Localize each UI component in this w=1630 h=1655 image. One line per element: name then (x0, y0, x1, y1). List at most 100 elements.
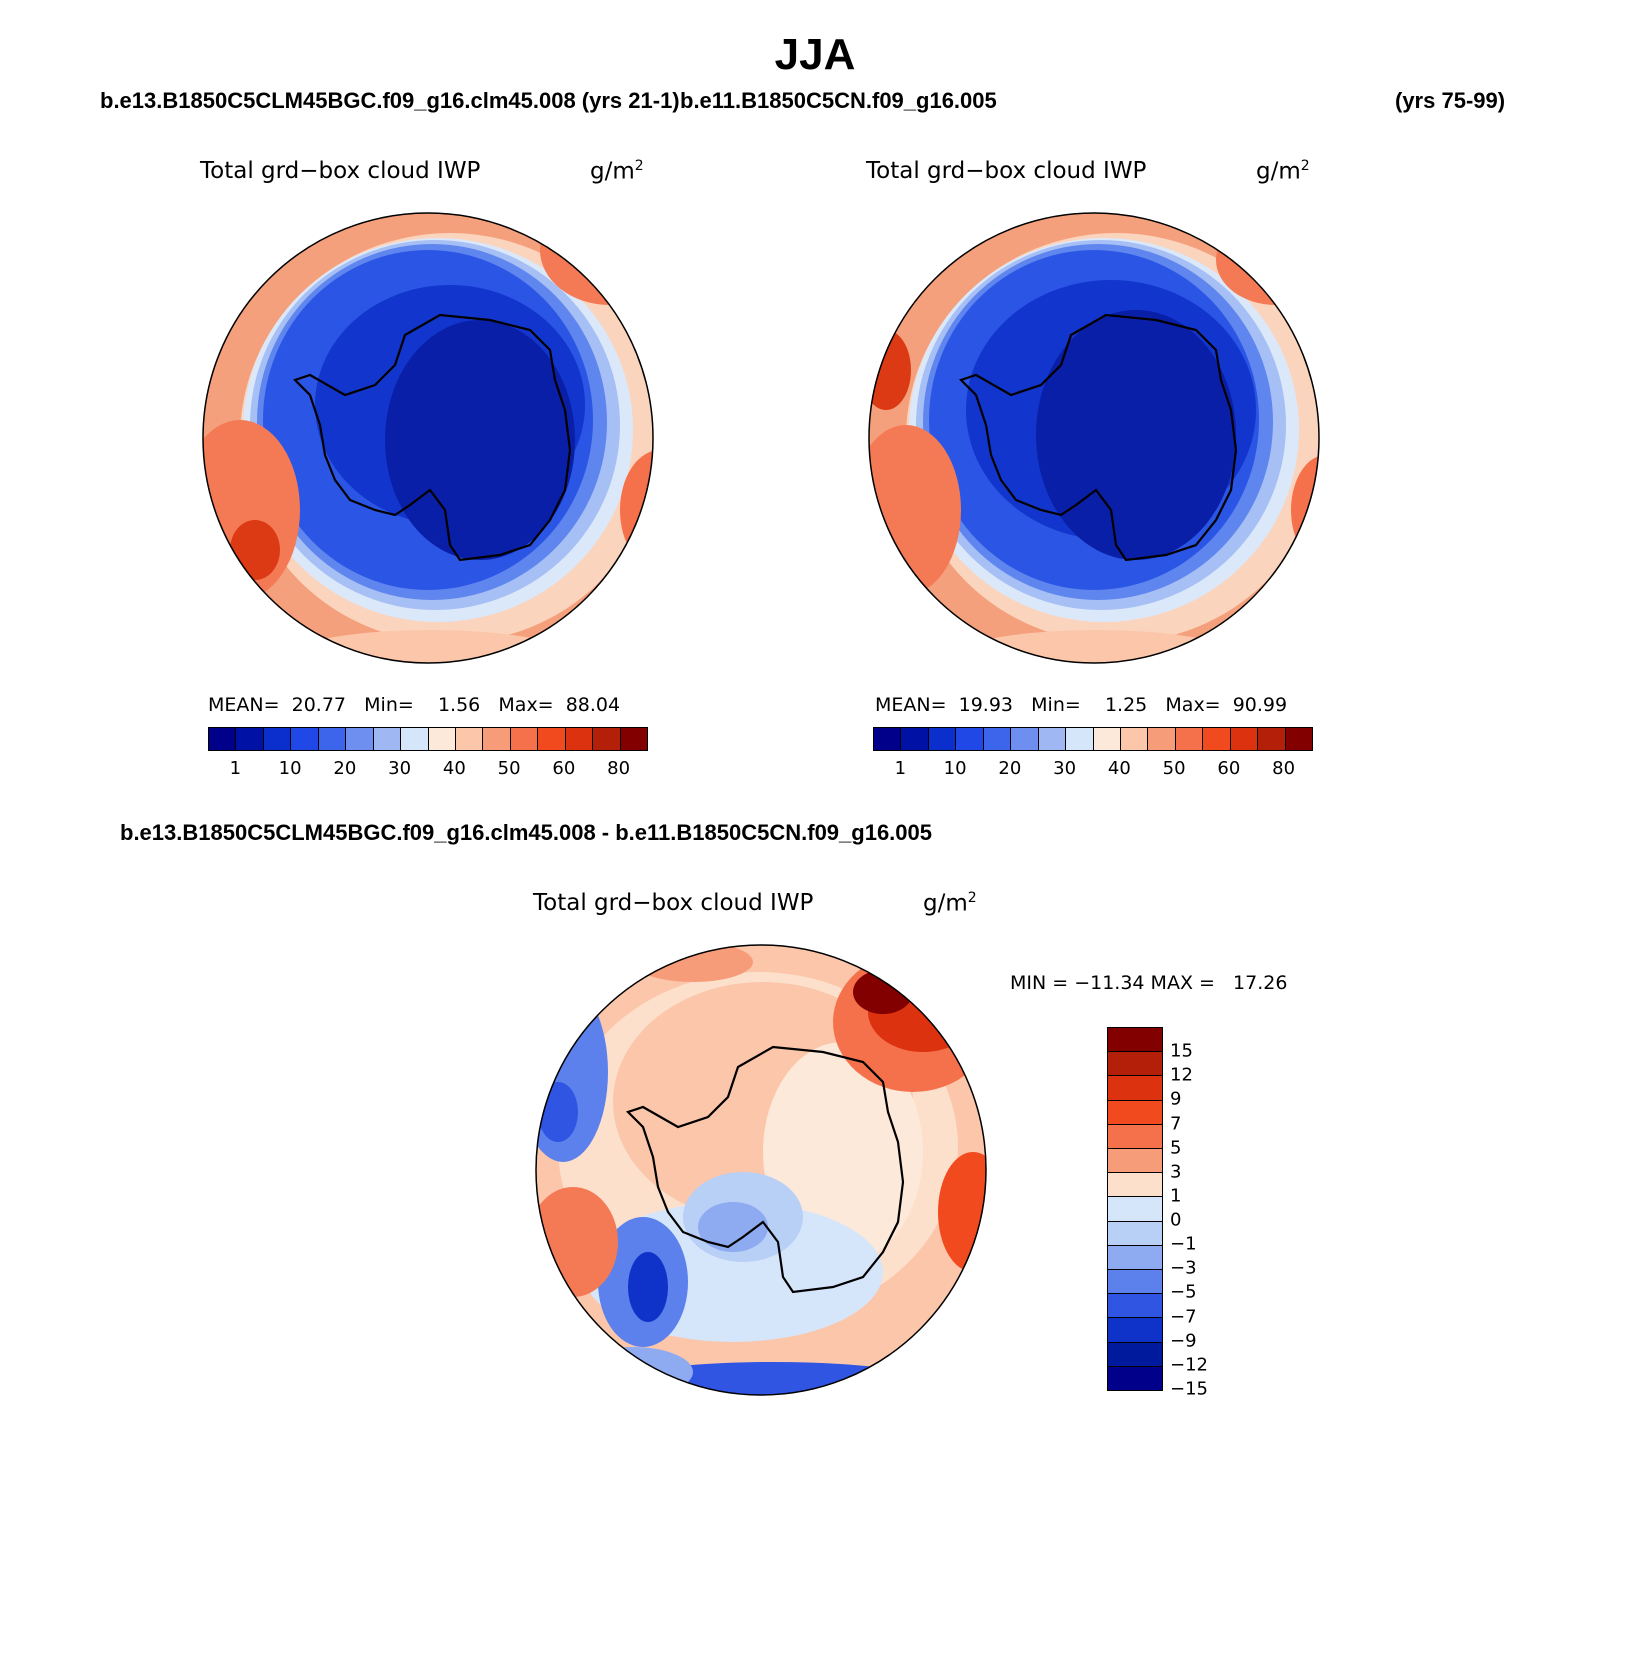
colorbar-tick-label: 50 (497, 758, 521, 779)
colorbar-box (1108, 1076, 1162, 1101)
colorbar-tick-label: −15 (1170, 1378, 1208, 1400)
colorbar-tick-label: 50 (1162, 758, 1186, 779)
colorbar-tick-label: 80 (1272, 758, 1296, 779)
diff-heading: b.e13.B1850C5CLM45BGC.f09_g16.clm45.008 … (120, 820, 933, 845)
colorbar-box (291, 728, 319, 750)
colorbar-box (593, 728, 621, 750)
colorbar-tick-label: 0 (1170, 1209, 1182, 1231)
colorbar-box (236, 728, 264, 750)
season-title: JJA (774, 30, 856, 79)
colorbar-box (620, 728, 647, 750)
diff-polar-map (535, 944, 987, 1396)
colorbar-box (346, 728, 374, 750)
colorbar-box (1285, 728, 1312, 750)
colorbar-box (1148, 728, 1176, 750)
panel2-colorbar-ticks: 1 10 20 30 40 50 60 80 (873, 758, 1311, 782)
colorbar-box (263, 728, 292, 750)
colorbar-box (510, 728, 539, 750)
colorbar-tick-label: 40 (1107, 758, 1131, 779)
colorbar-box (928, 728, 957, 750)
colorbar-box (1203, 728, 1231, 750)
colorbar-tick-label: 30 (1053, 758, 1077, 779)
colorbar-box (1108, 1294, 1162, 1319)
colorbar-box (428, 728, 456, 750)
diff-colorbar (1107, 1027, 1163, 1391)
colorbar-box (373, 728, 402, 750)
colorbar-tick-label: 15 (1170, 1040, 1193, 1062)
colorbar-box (455, 728, 484, 750)
colorbar-tick-label: −5 (1170, 1281, 1197, 1303)
colorbar-tick-label: 7 (1170, 1113, 1182, 1135)
panel2-colorbar (873, 727, 1313, 751)
colorbar-box (209, 728, 237, 750)
colorbar-tick-label: 1 (894, 758, 907, 779)
colorbar-tick-label: 10 (278, 758, 302, 779)
colorbar-box (1108, 1366, 1162, 1391)
case2-header: b.e11.B1850C5CN.f09_g16.005 (680, 88, 997, 113)
colorbar-tick-label: 5 (1170, 1137, 1182, 1159)
diff-minmax: MIN = −11.34 MAX = 17.26 (1010, 972, 1288, 994)
colorbar-box (1108, 1318, 1162, 1343)
colorbar-box (1175, 728, 1204, 750)
colorbar-box (1108, 1197, 1162, 1222)
colorbar-box (1108, 1221, 1162, 1246)
colorbar-box (983, 728, 1012, 750)
colorbar-box (565, 728, 594, 750)
colorbar-box (1120, 728, 1149, 750)
colorbar-box (1038, 728, 1067, 750)
panel1-polar-map (202, 212, 654, 664)
colorbar-box (1066, 728, 1094, 750)
colorbar-box (874, 728, 902, 750)
case1-header: b.e13.B1850C5CLM45BGC.f09_g16.clm45.008 … (100, 88, 680, 113)
colorbar-box (1108, 1149, 1162, 1174)
panel2-stats: MEAN= 19.93 Min= 1.25 Max= 90.99 (875, 694, 1288, 716)
colorbar-box (1108, 1173, 1162, 1198)
diff-unit: g/m2 (923, 890, 977, 917)
colorbar-tick-label: 30 (388, 758, 412, 779)
diff-colorbar-labels: 15 12 9 7 5 3 1 0 −1 −3 −5 −7 −9 −12 −15 (1170, 1027, 1250, 1400)
colorbar-box (1093, 728, 1121, 750)
panel2-polar-map (868, 212, 1320, 664)
colorbar-box (1108, 1052, 1162, 1077)
panel1-unit: g/m2 (590, 158, 644, 185)
colorbar-tick-label: 3 (1170, 1161, 1182, 1183)
diff-title: Total grd−box cloud IWP (533, 890, 814, 916)
colorbar-tick-label: 20 (998, 758, 1022, 779)
panel1-colorbar (208, 727, 648, 751)
colorbar-box (1108, 1245, 1162, 1271)
case2-years: (yrs 75-99) (1395, 88, 1506, 113)
colorbar-tick-label: 40 (442, 758, 466, 779)
colorbar-tick-label: 12 (1170, 1064, 1193, 1086)
colorbar-box (1011, 728, 1039, 750)
colorbar-box (1108, 1124, 1162, 1150)
colorbar-tick-label: 80 (607, 758, 631, 779)
panel1-stats: MEAN= 20.77 Min= 1.56 Max= 88.04 (208, 694, 621, 716)
colorbar-box (1108, 1028, 1162, 1053)
colorbar-tick-label: 60 (1217, 758, 1241, 779)
colorbar-box (1108, 1270, 1162, 1295)
colorbar-box (318, 728, 347, 750)
colorbar-tick-label: 1 (1170, 1185, 1182, 1207)
colorbar-box (538, 728, 566, 750)
colorbar-box (1230, 728, 1259, 750)
colorbar-tick-label: 1 (229, 758, 242, 779)
panel2-unit: g/m2 (1256, 158, 1310, 185)
colorbar-box (401, 728, 429, 750)
panel2-title: Total grd−box cloud IWP (866, 158, 1147, 184)
colorbar-tick-label: 20 (333, 758, 357, 779)
colorbar-tick-label: 10 (943, 758, 967, 779)
colorbar-tick-label: −3 (1170, 1257, 1197, 1279)
colorbar-tick-label: −7 (1170, 1306, 1197, 1328)
colorbar-tick-label: −1 (1170, 1233, 1197, 1255)
colorbar-tick-label: −9 (1170, 1330, 1197, 1352)
colorbar-box (1108, 1342, 1162, 1367)
colorbar-box (956, 728, 984, 750)
colorbar-box (1108, 1100, 1162, 1125)
colorbar-box (1258, 728, 1286, 750)
colorbar-tick-label: 60 (552, 758, 576, 779)
colorbar-tick-label: 9 (1170, 1088, 1182, 1110)
colorbar-box (483, 728, 511, 750)
panel1-title: Total grd−box cloud IWP (200, 158, 481, 184)
colorbar-box (901, 728, 929, 750)
colorbar-tick-label: −12 (1170, 1354, 1208, 1376)
